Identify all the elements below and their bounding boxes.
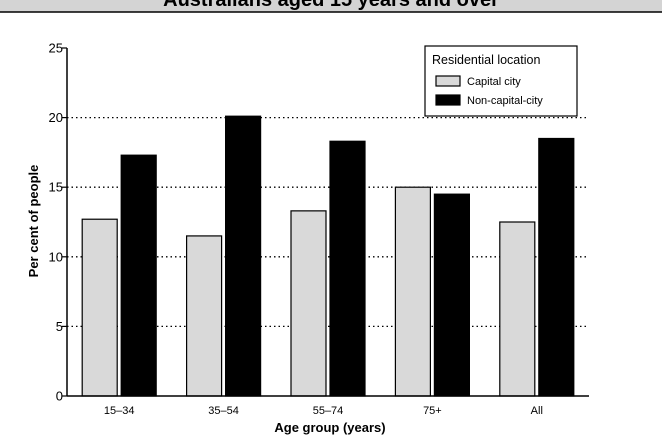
legend-swatch-non-capital-city xyxy=(435,94,461,106)
bar-capital-city-3 xyxy=(394,186,431,397)
legend-swatch-capital-city xyxy=(435,75,461,87)
bar-capital-city-1 xyxy=(186,235,223,397)
bar-non-capital-city-3 xyxy=(433,193,470,397)
legend-label-non-capital-city: Non-capital-city xyxy=(467,95,543,107)
y-axis-title: Per cent of people xyxy=(26,165,41,278)
axes: 15–34 35–54 55–74 75+ All 0 5 10 15 20 25 xyxy=(49,41,589,417)
legend-title: Residential location xyxy=(432,53,540,67)
bars xyxy=(81,115,575,397)
y-tick-label: 0 xyxy=(56,389,63,404)
y-tick-label: 10 xyxy=(49,249,63,264)
x-tick-label: 15–34 xyxy=(104,405,135,417)
bar-capital-city-2 xyxy=(290,210,327,397)
bar-non-capital-city-1 xyxy=(225,115,262,397)
y-tick-label: 25 xyxy=(49,41,63,56)
x-tick-label: 35–54 xyxy=(208,405,239,417)
chart-title: Australians aged 15 years and over xyxy=(163,0,499,11)
y-tick-label: 20 xyxy=(49,110,63,125)
y-tick-label: 15 xyxy=(49,180,63,195)
legend: Residential location Capital city Non-ca… xyxy=(424,45,578,117)
bar-capital-city-4 xyxy=(499,221,536,397)
y-tick-label: 5 xyxy=(56,319,63,334)
legend-label-capital-city: Capital city xyxy=(467,76,521,88)
x-tick-label: 75+ xyxy=(423,405,442,417)
bar-non-capital-city-2 xyxy=(329,140,366,397)
x-axis-title: Age group (years) xyxy=(274,420,385,435)
x-tick-label: 55–74 xyxy=(313,405,344,417)
bar-non-capital-city-0 xyxy=(120,154,157,397)
x-tick-label: All xyxy=(531,405,543,417)
bar-non-capital-city-4 xyxy=(538,137,575,397)
chart-title-bar xyxy=(0,0,662,13)
bar-capital-city-0 xyxy=(81,218,118,397)
